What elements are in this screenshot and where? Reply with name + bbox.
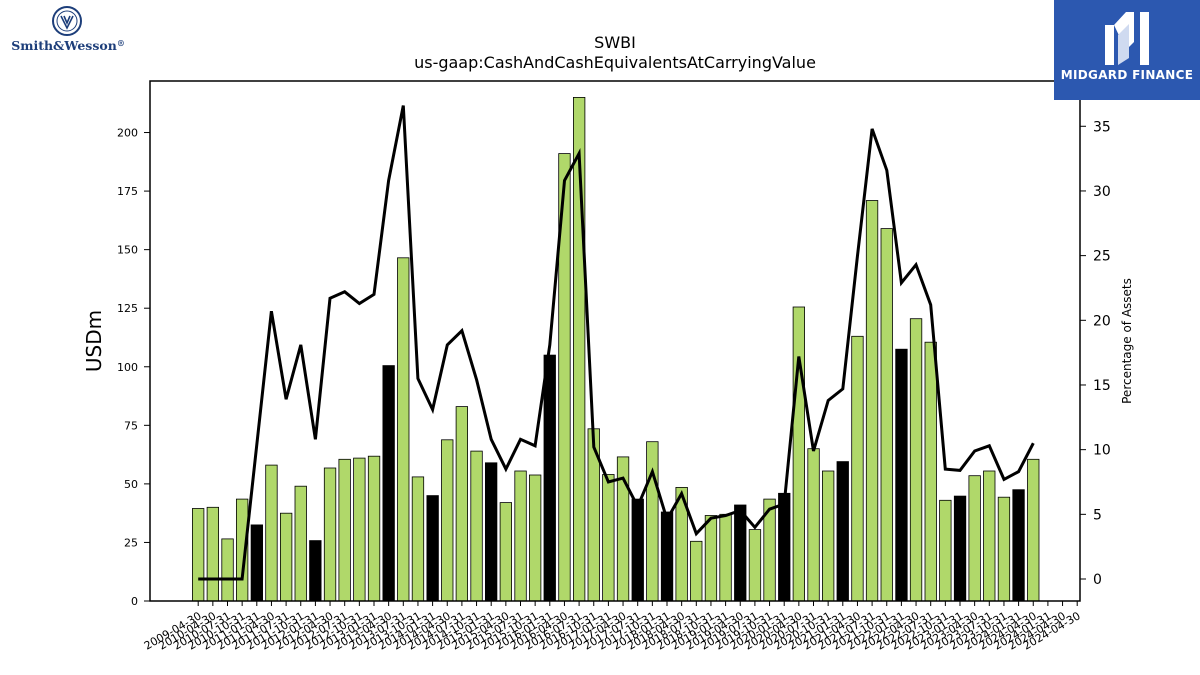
plot-frame (149, 80, 1081, 602)
y-tick-label: 125 (117, 302, 138, 315)
bar (822, 470, 835, 602)
bar (646, 441, 659, 602)
midgard-finance-logo: MIDGARD FINANCE (1054, 0, 1200, 100)
smith-wesson-wordmark: Smith&Wesson® (11, 38, 125, 53)
bar (514, 470, 527, 602)
y-tick-label: 50 (124, 478, 138, 491)
midgard-finance-wordmark: MIDGARD FINANCE (1060, 68, 1194, 82)
y2-tick-label: 0 (1093, 572, 1102, 588)
bar (250, 524, 264, 602)
smith-wesson-seal-icon (52, 6, 82, 36)
y2-tick-label: 15 (1093, 378, 1111, 394)
bar (748, 529, 762, 602)
bar (631, 498, 644, 602)
y-axis-label: USDm (82, 310, 106, 372)
bars-group (191, 97, 1040, 602)
registered-mark: ® (116, 38, 125, 48)
y2-tick-label: 5 (1093, 507, 1102, 523)
chart-subtitle: us-gaap:CashAndCashEquivalentsAtCarrying… (414, 53, 816, 72)
right-axis-ticks: 0 5 10 15 20 25 30 35 (1080, 119, 1111, 588)
y2-tick-label: 20 (1093, 313, 1111, 329)
midgard-finance-logo-icon (1105, 12, 1149, 65)
bar (265, 464, 278, 602)
bar (851, 335, 864, 602)
bar (997, 496, 1011, 602)
bar (1012, 489, 1025, 602)
y-tick-label: 100 (117, 361, 138, 374)
bar (778, 492, 791, 602)
bar (836, 461, 849, 602)
bar (602, 474, 615, 602)
percentage-of-assets-line (198, 105, 1035, 581)
y-tick-label: 25 (124, 536, 138, 549)
bar (455, 406, 469, 602)
y-tick-label: 175 (117, 185, 138, 198)
y2-tick-label: 10 (1093, 443, 1111, 459)
left-axis-ticks: 0 25 50 75 100 125 150 175 200 (117, 127, 150, 608)
y2-tick-label: 30 (1093, 184, 1111, 200)
bar (953, 495, 967, 602)
bar (206, 506, 220, 602)
y2-tick-label: 25 (1093, 249, 1111, 265)
bar (792, 306, 805, 602)
bar (983, 470, 996, 602)
bar (411, 476, 425, 602)
bar (323, 467, 337, 602)
bar (499, 502, 513, 602)
bar (1027, 458, 1040, 602)
bar (441, 439, 454, 602)
bar (353, 457, 366, 602)
bar (397, 257, 410, 602)
y-tick-label: 0 (131, 595, 138, 608)
chart-title: SWBI (594, 33, 636, 52)
bar (338, 458, 351, 602)
y-tick-label: 150 (117, 244, 138, 257)
bar (807, 448, 820, 602)
bar (909, 318, 923, 602)
y2-axis-label: Percentage of Assets (1120, 278, 1134, 404)
bar (865, 200, 879, 602)
bar (309, 540, 322, 602)
bar (294, 485, 307, 602)
bar (543, 354, 556, 602)
y-tick-label: 200 (117, 127, 138, 140)
bar (704, 515, 718, 602)
x-axis-ticks: 2009-04-302010-04-302010-07-312010-10-31… (142, 601, 1083, 653)
y2-tick-label: 35 (1093, 119, 1111, 135)
bar (191, 508, 205, 602)
bar (529, 474, 542, 602)
bar (221, 538, 234, 602)
bar (895, 348, 908, 602)
bar (924, 341, 937, 602)
bar (690, 540, 703, 602)
smith-wesson-logo: Smith&Wesson® (8, 6, 128, 56)
bar (382, 365, 395, 602)
bar (470, 450, 483, 602)
bar (367, 455, 381, 602)
bar (734, 504, 747, 602)
y-tick-label: 75 (124, 419, 138, 432)
bar (939, 499, 952, 602)
bar (426, 495, 439, 602)
bar (279, 512, 293, 602)
bar (660, 511, 674, 602)
bar (880, 228, 893, 602)
bar (968, 475, 981, 602)
bar (484, 462, 498, 602)
bar (719, 513, 732, 602)
